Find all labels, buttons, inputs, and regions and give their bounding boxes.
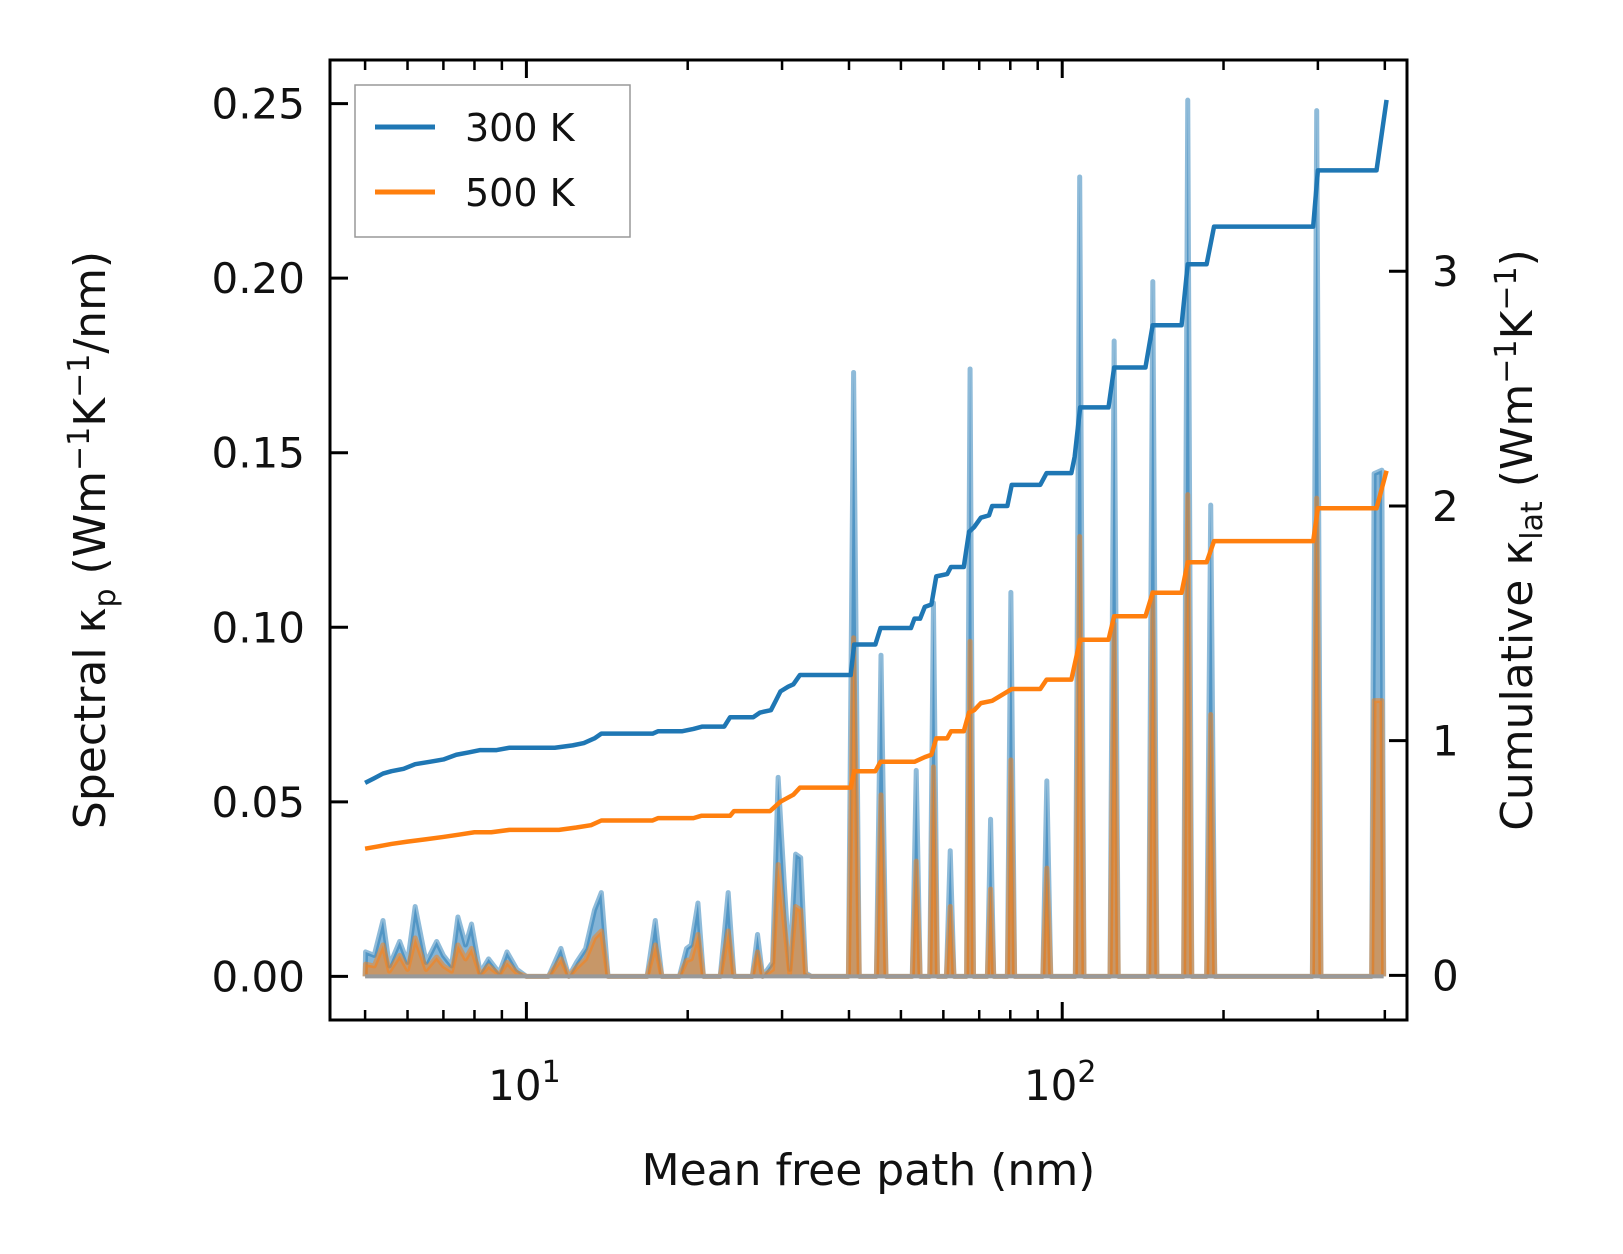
- x-tick-label-base: 10: [488, 1061, 541, 1110]
- x-tick-label-exponent: 1: [542, 1055, 561, 1090]
- x-tick-label: 101: [488, 1055, 561, 1110]
- right-y-axis-label-part: K: [1492, 309, 1543, 339]
- left-y-tick-label: 0.10: [211, 603, 305, 652]
- x-tick-label: 102: [1024, 1055, 1097, 1110]
- left-y-axis-label-part: −1: [62, 354, 97, 398]
- left-y-axis-label: Spectral κp (Wm−1K−1/nm): [62, 251, 123, 829]
- cumulative-line-0: [364, 99, 1389, 785]
- right-y-axis-label-part: ): [1492, 249, 1543, 266]
- right-y-axis-label: Cumulative κlat (Wm−1K−1): [1489, 249, 1550, 831]
- cumulative-line-layer: [364, 99, 1389, 851]
- right-y-axis-label-part: −1: [1489, 339, 1524, 383]
- right-y-axis-label-part: −1: [1489, 266, 1524, 310]
- left-y-axis-label-part: (Wm: [65, 471, 116, 589]
- right-y-axis-label-part: Cumulative κ: [1492, 540, 1543, 831]
- plot-frame: [328, 58, 1409, 1022]
- left-y-axis-label-part: Spectral κ: [65, 608, 116, 830]
- x-tick-label-exponent: 2: [1077, 1055, 1096, 1090]
- legend-box: [354, 84, 631, 238]
- left-y-tick-label: 0.00: [211, 952, 305, 1001]
- left-y-axis-label-part: −1: [62, 427, 97, 471]
- left-y-axis-label-part: /nm): [65, 251, 116, 354]
- right-y-tick-label: 2: [1432, 482, 1459, 531]
- right-y-axis-label-part: (Wm: [1492, 384, 1543, 502]
- left-y-tick-label: 0.05: [211, 778, 305, 827]
- spectral-area-layer: [362, 97, 1387, 979]
- right-y-tick-label: 0: [1432, 951, 1459, 1000]
- right-y-tick-label: 1: [1432, 717, 1459, 766]
- legend: 300 K 500 K: [354, 84, 631, 238]
- spectral-line-1: [362, 492, 1387, 979]
- spectral-area-1: [365, 494, 1384, 977]
- left-y-axis-label-part: p: [88, 588, 123, 607]
- ticks-layer: [330, 60, 1407, 1020]
- x-axis-label: Mean free path (nm): [642, 1145, 1096, 1196]
- legend-label: 300 K: [465, 106, 576, 150]
- cumulative-line-1: [364, 470, 1389, 851]
- legend-label: 500 K: [465, 171, 576, 215]
- left-y-axis-label-part: K: [65, 397, 116, 427]
- right-y-axis-label-part: lat: [1515, 501, 1550, 540]
- left-y-tick-label: 0.15: [211, 429, 305, 478]
- x-tick-label-base: 10: [1024, 1061, 1077, 1110]
- right-y-tick-label: 3: [1432, 247, 1459, 296]
- left-y-tick-label: 0.20: [211, 254, 305, 303]
- left-y-tick-label: 0.25: [211, 80, 305, 129]
